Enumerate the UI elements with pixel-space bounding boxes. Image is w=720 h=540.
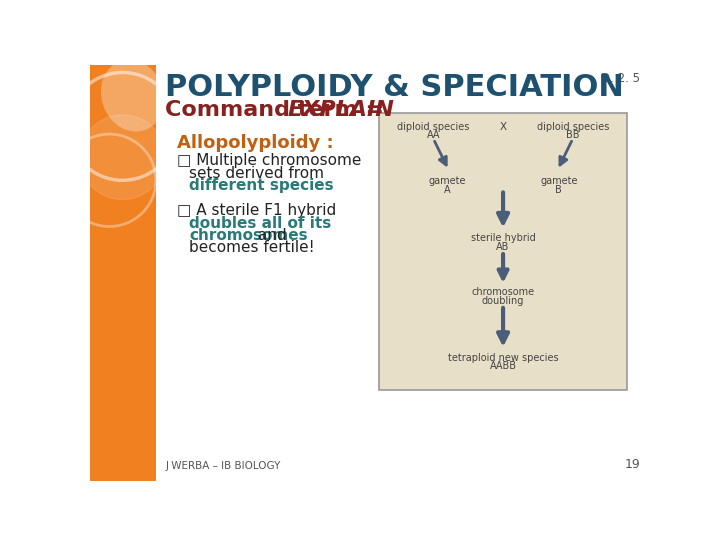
Polygon shape	[90, 65, 156, 481]
Text: 19: 19	[624, 458, 640, 471]
Text: POLYPLOIDY & SPECIATION: POLYPLOIDY & SPECIATION	[165, 72, 624, 102]
Text: doubling: doubling	[482, 296, 524, 306]
Text: gamete: gamete	[428, 177, 466, 186]
Text: chromosomes: chromosomes	[189, 228, 308, 243]
Text: chromosome: chromosome	[472, 287, 535, 298]
Text: AABB: AABB	[490, 361, 516, 372]
Text: Allopolyploidy :: Allopolyploidy :	[177, 134, 333, 152]
Text: D. 2. 5: D. 2. 5	[601, 72, 640, 85]
Text: sterile hybrid: sterile hybrid	[471, 233, 536, 244]
Text: EXPLAIN: EXPLAIN	[287, 100, 395, 120]
Text: Command term =: Command term =	[165, 100, 392, 120]
FancyBboxPatch shape	[379, 112, 627, 390]
Text: diploid species: diploid species	[397, 122, 469, 132]
Text: becomes fertile!: becomes fertile!	[189, 240, 315, 255]
Text: and: and	[253, 228, 287, 243]
Text: □ A sterile F1 hybrid: □ A sterile F1 hybrid	[177, 204, 336, 218]
Text: doubles all of its: doubles all of its	[189, 215, 331, 231]
Text: sets derived from: sets derived from	[189, 166, 324, 181]
Text: diploid species: diploid species	[536, 122, 609, 132]
Text: J WERBA – IB BIOLOGY: J WERBA – IB BIOLOGY	[165, 461, 281, 471]
Ellipse shape	[101, 59, 164, 132]
Text: gamete: gamete	[540, 177, 577, 186]
Text: B: B	[556, 185, 562, 195]
Text: AA: AA	[426, 130, 440, 140]
Text: tetraploid new species: tetraploid new species	[448, 353, 559, 363]
Text: different species: different species	[189, 178, 334, 193]
Text: A: A	[444, 185, 451, 195]
Text: BB: BB	[566, 130, 580, 140]
Text: X: X	[500, 122, 507, 132]
Circle shape	[80, 115, 165, 200]
Text: AB: AB	[496, 242, 510, 252]
Text: □ Multiple chromosome: □ Multiple chromosome	[177, 153, 361, 168]
